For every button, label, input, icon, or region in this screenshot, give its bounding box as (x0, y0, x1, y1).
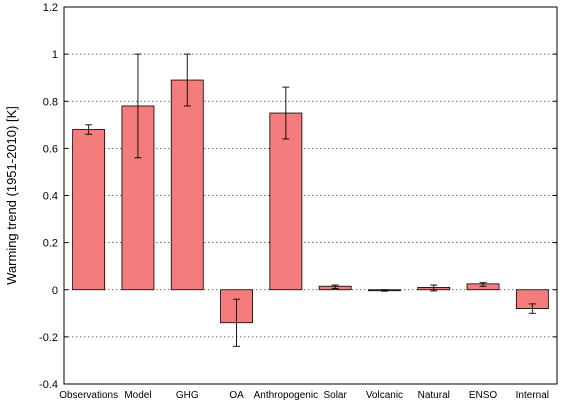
x-category-label: GHG (176, 390, 199, 401)
x-category-label: Natural (418, 390, 450, 401)
bar (170, 79, 204, 291)
y-tick-label: -0.4 (39, 379, 58, 391)
x-category-labels: Observations Model GHG OA Anthropogenic Solar… (59, 390, 549, 401)
y-axis-title: Warming trend (1951-2010) [K] (4, 106, 19, 285)
x-category-label: ENSO (469, 390, 498, 401)
y-tick-label: 0.4 (43, 191, 58, 203)
x-category-label: Model (124, 390, 151, 401)
error-bars (85, 53, 536, 347)
bar (72, 129, 106, 291)
x-category-label: Solar (323, 390, 347, 401)
y-ticks: -0.4 -0.2 0 0.2 0.4 0.6 0.8 1 1.2 (39, 2, 557, 391)
y-tick-label: 1 (52, 49, 58, 61)
y-tick-label: -0.2 (39, 332, 58, 344)
y-tick-label: 0.2 (43, 238, 58, 250)
x-category-label: Volcanic (366, 390, 403, 401)
bar (269, 112, 303, 291)
y-tick-label: 0.8 (43, 96, 58, 108)
x-category-label: OA (229, 390, 244, 401)
x-category-label: Anthropogenic (254, 390, 319, 401)
y-tick-label: 0.6 (43, 143, 58, 155)
y-tick-label: 0 (52, 285, 58, 297)
x-category-label: Internal (516, 390, 549, 401)
x-category-label: Observations (59, 390, 118, 401)
y-tick-label: 1.2 (43, 2, 58, 14)
bars (72, 79, 549, 324)
